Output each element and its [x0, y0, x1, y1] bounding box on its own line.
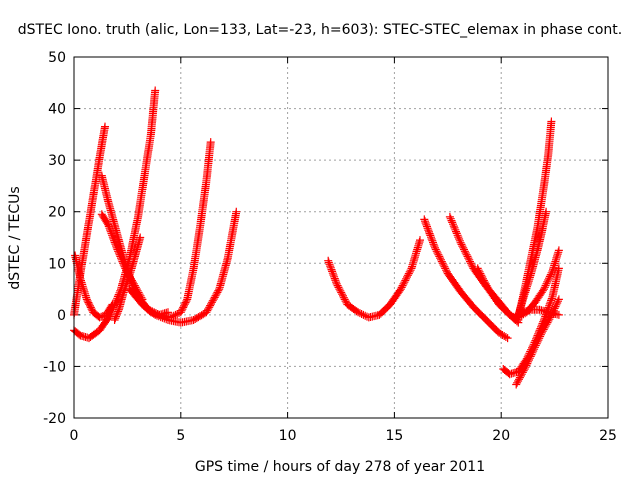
x-tick-label: 0	[70, 428, 79, 444]
y-axis-label: dSTEC / TECUs	[7, 186, 23, 289]
series-17	[510, 305, 563, 322]
data-marks	[70, 86, 563, 389]
series-2-markers	[71, 251, 117, 322]
plot-frame	[73, 56, 609, 419]
y-tick-label: 30	[48, 153, 66, 169]
series-5	[110, 233, 145, 324]
series-10-markers	[445, 212, 523, 327]
y-tick-label: 50	[48, 50, 66, 66]
y-tick-label: -10	[43, 359, 66, 375]
series-5-markers	[110, 233, 145, 324]
y-tick-label: 20	[48, 205, 66, 221]
y-tick-label: 0	[57, 308, 66, 324]
x-tick-label: 15	[385, 428, 403, 444]
y-tick-label: 40	[48, 102, 66, 118]
series-9-markers	[420, 215, 512, 343]
series-7-markers	[125, 207, 241, 327]
series-16	[512, 295, 563, 389]
series-8	[324, 236, 424, 322]
series-9	[420, 215, 512, 343]
series-12	[514, 117, 556, 322]
x-tick-label: 20	[492, 428, 510, 444]
series-7	[125, 207, 241, 327]
series-17-markers	[510, 305, 563, 322]
y-tick-label: 10	[48, 256, 66, 272]
y-tick-label: -20	[43, 411, 66, 427]
x-tick-label: 5	[176, 428, 185, 444]
chart-title: dSTEC Iono. truth (alic, Lon=133, Lat=-2…	[18, 22, 622, 38]
series-2	[71, 251, 117, 322]
series-14	[514, 246, 563, 322]
x-tick-label: 10	[279, 428, 297, 444]
series-8-markers	[324, 236, 424, 322]
series-12-markers	[514, 117, 556, 322]
series-16-markers	[512, 295, 563, 389]
series-14-markers	[514, 246, 563, 322]
x-axis-label: GPS time / hours of day 278 of year 2011	[195, 459, 485, 475]
x-tick-label: 25	[599, 428, 617, 444]
series-10	[445, 212, 523, 327]
axis-ticks: 0 5 10 15 20 25 -20 -10 0 10 20 30 40 50	[43, 50, 617, 444]
